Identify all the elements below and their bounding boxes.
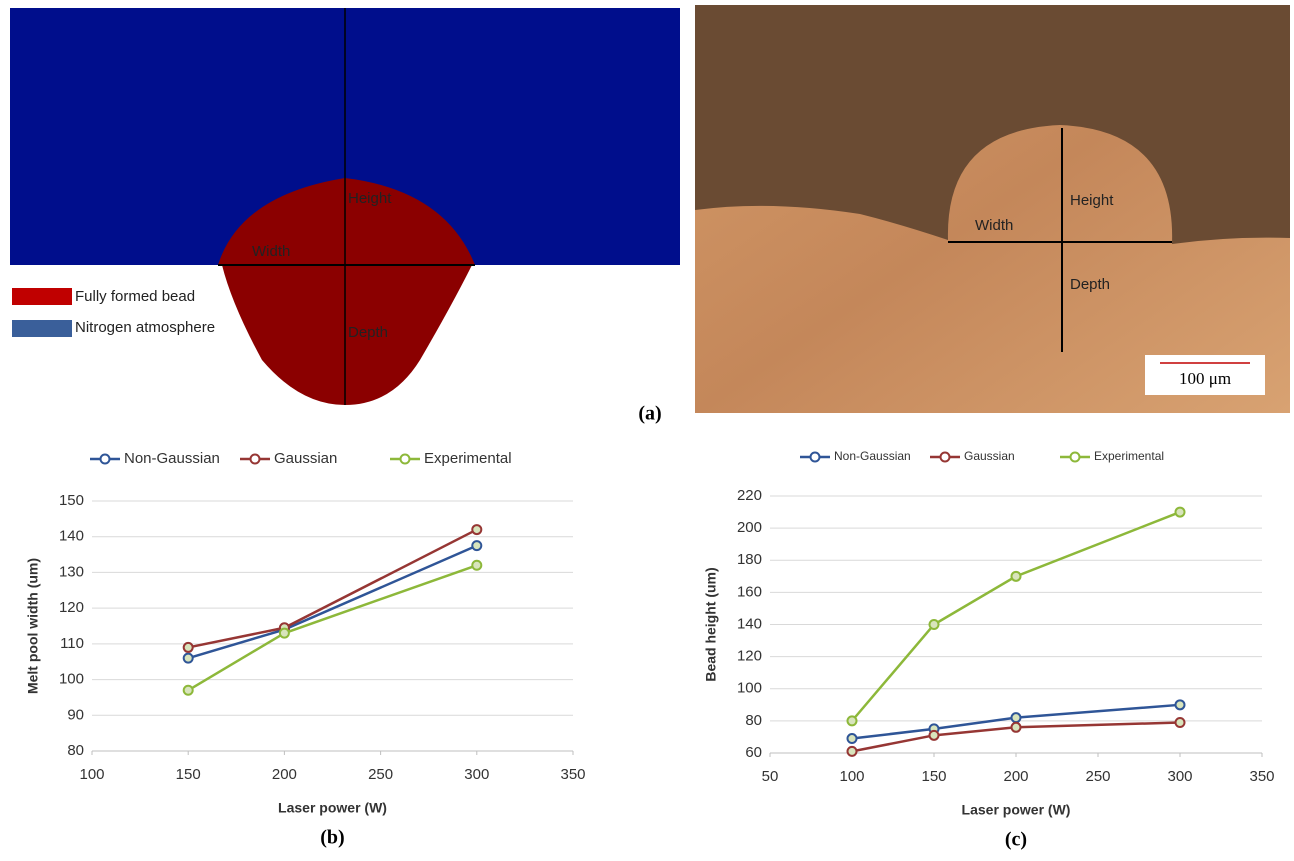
x-tick-label: 150 — [176, 766, 201, 783]
data-point — [848, 734, 857, 743]
x-tick-label: 50 — [762, 768, 779, 785]
y-tick-label: 200 — [737, 519, 762, 536]
legend-label: Fully formed bead — [75, 288, 195, 305]
data-point — [472, 525, 481, 534]
figure: Height Width Depth Fully formed bead Nit… — [0, 0, 1294, 856]
x-axis-title: Laser power (W) — [962, 802, 1071, 818]
x-tick-label: 100 — [839, 768, 864, 785]
legend-swatch — [12, 288, 72, 305]
y-tick-label: 150 — [59, 492, 84, 509]
data-point — [1176, 508, 1185, 517]
series-line — [188, 530, 477, 648]
y-axis-title: Melt pool width (um) — [25, 558, 41, 694]
y-tick-label: 140 — [737, 615, 762, 632]
legend-marker — [941, 453, 950, 462]
data-point — [184, 654, 193, 663]
legend-marker — [1071, 453, 1080, 462]
y-tick-label: 160 — [737, 583, 762, 600]
y-tick-label: 140 — [59, 528, 84, 545]
x-tick-label: 350 — [560, 766, 585, 783]
data-point — [930, 731, 939, 740]
x-tick-label: 300 — [1167, 768, 1192, 785]
y-tick-label: 100 — [737, 680, 762, 697]
data-point — [1012, 713, 1021, 722]
y-tick-label: 220 — [737, 487, 762, 504]
y-tick-label: 90 — [67, 706, 84, 723]
data-point — [848, 747, 857, 756]
height-label: Height — [348, 190, 392, 207]
y-tick-label: 180 — [737, 551, 762, 568]
data-point — [848, 716, 857, 725]
series-line — [852, 512, 1180, 721]
legend-marker — [251, 455, 260, 464]
caption: (c) — [1005, 829, 1027, 851]
y-tick-label: 80 — [67, 742, 84, 759]
depth-label: Depth — [1070, 276, 1110, 293]
legend-marker — [101, 455, 110, 464]
y-tick-label: 130 — [59, 563, 84, 580]
series-line — [188, 565, 477, 690]
legend-label: Experimental — [424, 450, 512, 467]
width-label: Width — [252, 243, 290, 260]
x-tick-label: 150 — [921, 768, 946, 785]
data-point — [1012, 723, 1021, 732]
x-tick-label: 250 — [1085, 768, 1110, 785]
y-tick-label: 80 — [745, 712, 762, 729]
y-tick-label: 100 — [59, 671, 84, 688]
x-tick-label: 100 — [79, 766, 104, 783]
data-point — [1176, 700, 1185, 709]
x-tick-label: 300 — [464, 766, 489, 783]
legend-swatch — [12, 320, 72, 337]
y-tick-label: 120 — [737, 648, 762, 665]
data-point — [280, 629, 289, 638]
simulation-panel: Height Width Depth Fully formed bead Nit… — [10, 8, 680, 405]
y-tick-label: 120 — [59, 599, 84, 616]
data-point — [184, 643, 193, 652]
micrograph-panel: Width Height Depth 100 μm — [695, 5, 1290, 413]
data-point — [472, 541, 481, 550]
legend-marker — [401, 455, 410, 464]
legend-marker — [811, 453, 820, 462]
data-point — [472, 561, 481, 570]
data-point — [1176, 718, 1185, 727]
depth-label: Depth — [348, 324, 388, 341]
y-axis-title: Bead height (um) — [703, 567, 719, 681]
caption: (a) — [638, 403, 661, 425]
data-point — [930, 620, 939, 629]
legend-label: Experimental — [1094, 449, 1164, 463]
x-tick-label: 350 — [1249, 768, 1274, 785]
legend-label: Gaussian — [274, 450, 337, 467]
x-tick-label: 250 — [368, 766, 393, 783]
y-tick-label: 110 — [60, 635, 84, 652]
y-tick-label: 60 — [745, 744, 762, 761]
scale-label: 100 μm — [1179, 369, 1231, 388]
width-label: Width — [975, 217, 1013, 234]
data-point — [184, 686, 193, 695]
caption: (b) — [320, 827, 344, 849]
legend-label: Non-Gaussian — [834, 449, 911, 463]
height-label: Height — [1070, 192, 1114, 209]
bead-bottom — [222, 265, 472, 405]
x-tick-label: 200 — [272, 766, 297, 783]
legend-label: Non-Gaussian — [124, 450, 220, 467]
legend-label: Gaussian — [964, 449, 1015, 463]
data-point — [1012, 572, 1021, 581]
legend-label: Nitrogen atmosphere — [75, 319, 215, 336]
x-tick-label: 200 — [1003, 768, 1028, 785]
x-axis-title: Laser power (W) — [278, 800, 387, 816]
